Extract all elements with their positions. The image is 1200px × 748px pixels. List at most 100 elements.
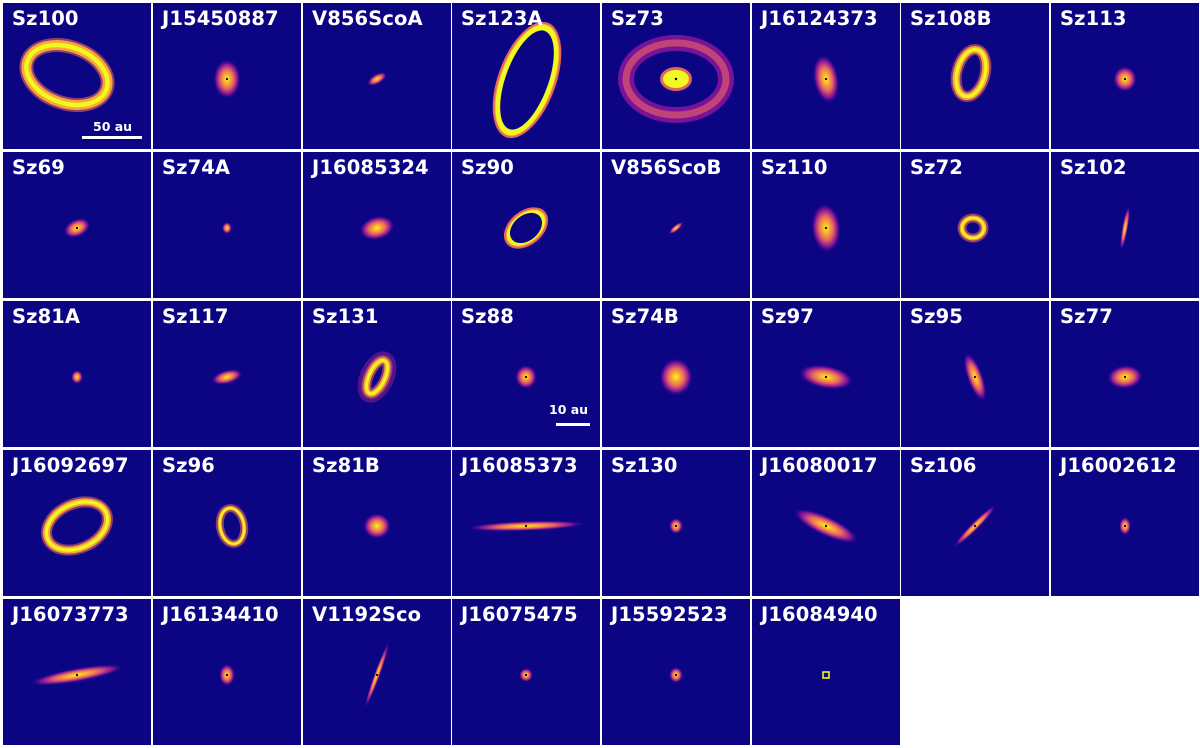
disk-image (953, 504, 997, 548)
disk-panel-sz102: Sz102 (1051, 152, 1199, 298)
disk-image (29, 664, 125, 686)
panel-label: J16085324 (312, 156, 429, 179)
panel-label: V1192Sco (312, 603, 422, 626)
panel-label: J16073773 (12, 603, 129, 626)
disk-image (1107, 364, 1143, 390)
disk-panel-j15450887: J15450887 (153, 3, 301, 149)
disk-panel-j16085324: J16085324 (303, 152, 451, 298)
disk-panel-j16084940: J16084940 (752, 599, 900, 745)
disk-panel-sz90: Sz90 (452, 152, 600, 298)
disk-image (822, 671, 830, 679)
panel-label: Sz81A (12, 305, 81, 328)
panel-label: Sz97 (761, 305, 814, 328)
disk-image (359, 215, 395, 241)
disk-panel-j16075475: J16075475 (452, 599, 600, 745)
disk-image (492, 21, 562, 139)
disk-image (211, 369, 243, 385)
panel-label: Sz96 (162, 454, 215, 477)
panel-label: Sz123A (461, 7, 543, 30)
disk-image (219, 664, 235, 686)
panel-label: Sz108B (910, 7, 992, 30)
disk-panel-sz131: Sz131 (303, 301, 451, 447)
panel-label: Sz95 (910, 305, 963, 328)
disk-panel-j16073773: J16073773 (3, 599, 151, 745)
scale-bar-label: 10 au (549, 402, 589, 417)
disk-panel-j16134410: J16134410 (153, 599, 301, 745)
disk-panel-sz96: Sz96 (153, 450, 301, 596)
panel-label: J16002612 (1060, 454, 1177, 477)
panel-label: J15450887 (162, 7, 279, 30)
disk-image (19, 38, 115, 112)
disk-panel-sz113: Sz113 (1051, 3, 1199, 149)
disk-image (41, 496, 113, 556)
disk-panel-sz81a: Sz81A (3, 301, 151, 447)
panel-label: Sz74A (162, 156, 231, 179)
disk-image (1120, 205, 1130, 251)
disk-image (357, 351, 397, 403)
disk-image (950, 44, 992, 102)
disk-panel-j16085373: J16085373 (452, 450, 600, 596)
disk-panel-sz69: Sz69 (3, 152, 151, 298)
panel-label: J16084940 (761, 603, 878, 626)
disk-image (222, 222, 232, 234)
disk-image (466, 520, 586, 532)
disk-panel-sz110: Sz110 (752, 152, 900, 298)
disk-image (71, 370, 83, 384)
disk-panel-sz88: Sz88 10 au (452, 301, 600, 447)
panel-label: J16092697 (12, 454, 129, 477)
disk-panel-sz130: Sz130 (602, 450, 750, 596)
disk-image (215, 504, 249, 548)
panel-label: Sz90 (461, 156, 514, 179)
disk-image (1119, 517, 1131, 535)
scale-bar-label: 50 au (93, 119, 133, 134)
scale-bar (556, 423, 590, 426)
disk-panel-sz95: Sz95 (901, 301, 1049, 447)
panel-label: J16134410 (162, 603, 279, 626)
panel-label: Sz81B (312, 454, 380, 477)
disk-image (515, 365, 537, 389)
panel-label: Sz69 (12, 156, 65, 179)
disk-panel-v856scob: V856ScoB (602, 152, 750, 298)
disk-panel-j15592523: J15592523 (602, 599, 750, 745)
disk-image (659, 358, 693, 396)
disk-panel-sz72: Sz72 (901, 152, 1049, 298)
disk-image (519, 668, 533, 682)
disk-image (618, 35, 734, 123)
disk-image (793, 508, 859, 544)
disk-image (1113, 66, 1137, 92)
disk-image (668, 221, 684, 235)
panel-label: Sz77 (1060, 305, 1113, 328)
panel-label: Sz100 (12, 7, 79, 30)
scale-bar (82, 136, 142, 139)
disk-image (213, 59, 241, 99)
disk-panel-sz117: Sz117 (153, 301, 301, 447)
disk-panel-sz97: Sz97 (752, 301, 900, 447)
disk-panel-j16080017: J16080017 (752, 450, 900, 596)
disk-image (669, 518, 683, 534)
panel-label: Sz73 (611, 7, 664, 30)
panel-label: Sz117 (162, 305, 229, 328)
panel-label: Sz102 (1060, 156, 1127, 179)
panel-label: V856ScoB (611, 156, 722, 179)
panel-label: J15592523 (611, 603, 728, 626)
disk-image (798, 364, 854, 390)
disk-image (669, 667, 683, 683)
panel-label: Sz72 (910, 156, 963, 179)
panel-label: Sz106 (910, 454, 977, 477)
disk-panel-sz106: Sz106 (901, 450, 1049, 596)
disk-panel-sz74b: Sz74B (602, 301, 750, 447)
panel-label: Sz113 (1060, 7, 1127, 30)
disk-image (503, 207, 549, 249)
disk-image (363, 513, 391, 539)
panel-label: Sz110 (761, 156, 828, 179)
disk-panel-sz108b: Sz108B (901, 3, 1049, 149)
disk-image (957, 213, 989, 243)
panel-label: J16085373 (461, 454, 578, 477)
disk-panel-j16002612: J16002612 (1051, 450, 1199, 596)
panel-label: Sz74B (611, 305, 679, 328)
disk-panel-v1192sco: V1192Sco (303, 599, 451, 745)
panel-label: J16080017 (761, 454, 878, 477)
disk-image (963, 352, 987, 402)
disk-image (367, 72, 387, 86)
